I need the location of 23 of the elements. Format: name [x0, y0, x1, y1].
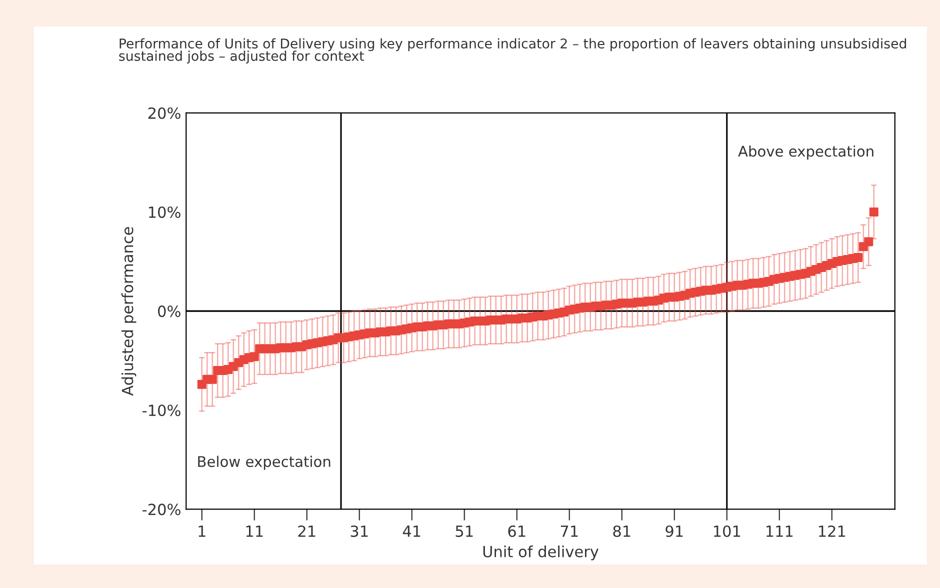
x-tick-label: 91 — [666, 525, 683, 538]
x-axis-title: Unit of delivery — [483, 546, 598, 560]
x-tick-label: 121 — [818, 525, 846, 537]
x-tick-label: 1 — [198, 526, 206, 537]
x-tick-label: 71 — [560, 526, 578, 537]
x-tick-label: 21 — [298, 525, 316, 537]
x-tick-label: 11 — [246, 526, 263, 537]
x-tick-label: 111 — [766, 526, 793, 537]
y-tick-label: 10% — [148, 206, 180, 218]
y-axis-title: Adjusted performance — [121, 227, 136, 396]
annotation: Above expectation — [738, 145, 874, 160]
y-tick-label: 20% — [148, 107, 180, 119]
x-tick-label: 51 — [456, 526, 473, 538]
x-tick-label: 31 — [350, 525, 368, 538]
y-tick-label: 0% — [158, 306, 180, 318]
annotation: Below expectation — [198, 456, 330, 470]
x-tick-label: 101 — [714, 525, 740, 538]
x-tick-label: 81 — [613, 525, 630, 538]
x-tick-label: 41 — [402, 526, 420, 537]
x-tick-label: 61 — [508, 525, 526, 538]
y-tick-label: -10% — [142, 404, 180, 416]
y-tick-label: -20% — [142, 504, 180, 516]
chart-title: Performance of Units of Delivery using key performance indicator 2 – the proportion of leavers obtaining unsubsidised sustained jobs – adjusted for context — [119, 38, 906, 64]
